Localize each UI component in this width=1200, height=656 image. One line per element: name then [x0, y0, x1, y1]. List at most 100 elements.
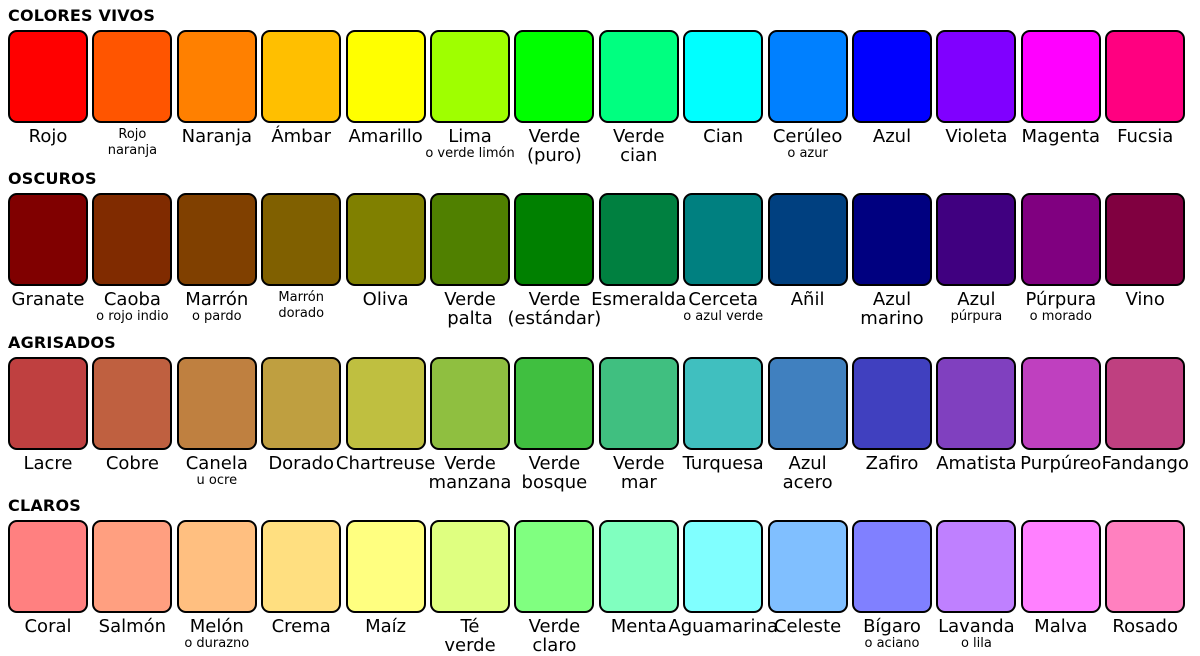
color-note: o pardo: [191, 309, 242, 324]
color-name: Bígaro: [863, 616, 921, 637]
color-name: Azul: [788, 453, 827, 474]
swatch-label: Verde claro: [511, 617, 597, 655]
section-title: AGRISADOS: [8, 333, 116, 352]
swatch-label: Verde bosque: [511, 454, 597, 492]
color-swatch: [345, 30, 426, 123]
color-name: Verde: [528, 453, 581, 474]
color-swatch: [261, 193, 342, 286]
color-name: Verde: [528, 616, 581, 637]
section-title: CLAROS: [8, 496, 81, 515]
swatch-label: Coral: [5, 617, 91, 636]
color-name: Melón: [189, 616, 244, 637]
color-name: Cian: [703, 126, 744, 147]
swatch-label: Rojo: [5, 127, 91, 146]
swatch-label: Magenta: [1018, 127, 1104, 146]
color-name: bosque: [521, 472, 588, 493]
color-name: Aguamarina: [668, 616, 778, 637]
color-note: o lila: [960, 636, 992, 651]
color-name: Verde: [613, 453, 665, 474]
color-name: Azul: [957, 289, 996, 310]
swatch-label: Amatista: [933, 454, 1019, 473]
swatch-label: Chartreuse: [336, 454, 435, 473]
color-name: Lima: [448, 126, 492, 147]
color-swatch: [8, 30, 88, 123]
color-swatch: [852, 520, 932, 613]
swatch-label: Verde cian: [596, 127, 682, 165]
color-name: Fandango: [1101, 453, 1189, 474]
color-swatch: [936, 357, 1017, 450]
color-name: (estándar): [507, 308, 602, 329]
color-note: u ocre: [196, 473, 238, 488]
color-name: Púrpura: [1025, 289, 1097, 310]
swatch-label: Rojo naranja: [89, 127, 175, 159]
swatch-label: Maíz: [343, 617, 429, 636]
color-swatch: [514, 357, 595, 450]
swatch-label: Malva: [1018, 617, 1104, 636]
color-swatch: [345, 357, 426, 450]
swatch-label: Verde (puro): [511, 127, 597, 165]
color-name: manzana: [428, 472, 512, 493]
color-note: o azul verde: [683, 309, 764, 324]
color-name: Cerceta: [688, 289, 759, 310]
color-name: Granate: [11, 289, 85, 310]
color-swatch: [345, 520, 426, 613]
swatch-label: Celeste: [765, 617, 851, 636]
color-name: Vino: [1125, 289, 1165, 310]
color-note: Marrón: [278, 290, 324, 305]
color-swatch: [514, 520, 595, 613]
color-name: palta: [447, 308, 493, 329]
color-name: Coral: [24, 616, 72, 637]
color-name: Canela: [185, 453, 248, 474]
color-name: claro: [532, 635, 577, 656]
color-name: verde: [444, 635, 496, 656]
color-swatch: [514, 193, 595, 286]
color-name: Dorado: [268, 453, 335, 474]
color-swatch: [8, 193, 88, 286]
color-swatch: [683, 357, 764, 450]
swatch-label: Añil: [765, 290, 851, 309]
swatch-label: Bígaro o aciano: [849, 617, 935, 652]
color-swatch: [1105, 30, 1186, 123]
swatch-label: Turquesa: [680, 454, 766, 473]
color-swatch: [261, 30, 342, 123]
color-name: Rojo: [28, 126, 68, 147]
swatch-label: Purpúreo: [1018, 454, 1104, 473]
color-swatch: [598, 357, 679, 450]
color-name: Verde: [613, 126, 665, 147]
swatch-label: Dorado: [258, 454, 344, 473]
color-name: Cobre: [105, 453, 159, 474]
color-name: Añil: [790, 289, 825, 310]
color-swatch: [92, 357, 173, 450]
swatch-label: Té verde: [427, 617, 513, 655]
color-name: marino: [860, 308, 924, 329]
color-name: Amatista: [936, 453, 1017, 474]
color-name: Amarillo: [348, 126, 423, 147]
color-name: Cerúleo: [772, 126, 843, 147]
color-name: Azul: [872, 126, 912, 147]
color-name: Menta: [610, 616, 667, 637]
color-swatch: [936, 520, 1017, 613]
swatch-label: Púrpura o morado: [1018, 290, 1104, 325]
color-name: Caoba: [103, 289, 161, 310]
swatch-label: Fandango: [1101, 453, 1189, 474]
swatch-label: Melón o durazno: [174, 617, 260, 652]
color-swatch: [683, 520, 764, 613]
color-swatch: [261, 520, 342, 613]
color-swatch: [852, 30, 932, 123]
swatch-label: Aguamarina: [668, 617, 778, 636]
swatch-label: Cobre: [89, 454, 175, 473]
swatch-label: Salmón: [89, 617, 175, 636]
color-swatch: [176, 193, 257, 286]
color-name: Chartreuse: [335, 453, 436, 474]
swatch-label: Lavanda o lila: [933, 617, 1019, 652]
color-swatch: [176, 30, 257, 123]
swatch-label: Zafiro: [849, 454, 935, 473]
color-swatch: [598, 30, 679, 123]
color-note: dorado: [278, 306, 325, 321]
swatch-label: Ámbar: [258, 127, 344, 146]
swatch-label: Menta: [596, 617, 682, 636]
swatch-label: Caoba o rojo indio: [89, 290, 175, 325]
color-name: Rosado: [1112, 616, 1178, 637]
color-swatch: [1020, 193, 1101, 286]
color-note: Rojo: [118, 127, 147, 142]
